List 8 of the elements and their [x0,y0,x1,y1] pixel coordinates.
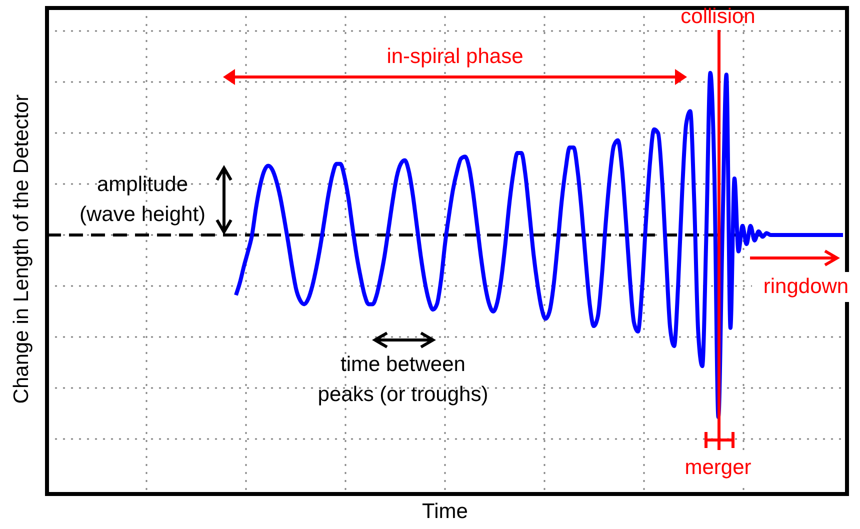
text: in-spiral phase [386,44,524,70]
x-axis-title: Time [421,499,469,525]
text: collision [680,4,756,30]
annotation: time between peaks (or troughs) [316,352,490,408]
annotation: amplitude (wave height) [78,172,207,228]
annotation: ringdown [752,272,860,302]
text: merger [668,453,768,483]
y-axis-title: Change in Length of the Detector [9,93,34,406]
